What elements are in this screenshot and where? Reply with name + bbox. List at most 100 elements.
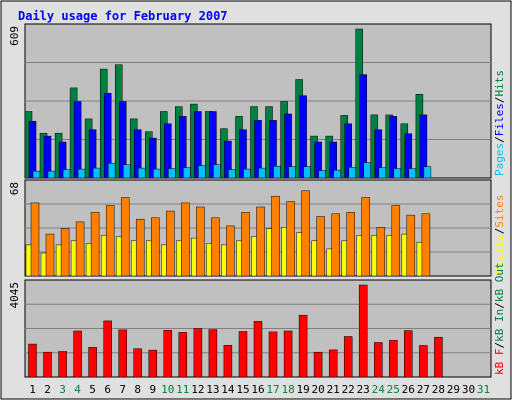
legend-entry: kB F (493, 349, 506, 376)
bar-kb-f (163, 330, 173, 378)
bar-files (133, 129, 142, 179)
bar-files (239, 129, 247, 179)
bar-files (419, 114, 428, 179)
bar-pages (183, 167, 191, 179)
bar-sites (75, 221, 85, 277)
bar-sites (105, 205, 115, 277)
x-tick-label: 16 (251, 383, 264, 396)
bar-kb-f (88, 347, 97, 378)
bar-sites (286, 201, 295, 277)
bar-kb-f (238, 331, 248, 378)
bar-pages (32, 170, 41, 179)
bar-sites (90, 212, 100, 277)
bar-pages (363, 162, 371, 179)
legend-entry: kB In (493, 309, 506, 342)
x-tick-label: 20 (311, 383, 324, 396)
bar-files (359, 74, 367, 179)
bar-sites (166, 210, 175, 277)
bar-kb-f (133, 348, 142, 378)
bar-sites (196, 206, 205, 277)
bar-kb-f (178, 332, 188, 378)
x-tick-label: 7 (119, 383, 126, 396)
bar-sites (211, 217, 220, 277)
legend-entry: / (493, 342, 506, 349)
bar-kb-f (419, 345, 428, 378)
bar-files (344, 123, 352, 179)
bar-sites (271, 195, 280, 277)
bar-files (58, 141, 67, 179)
x-tick-label: 19 (296, 383, 309, 396)
bar-kb-f (328, 349, 338, 378)
bar-sites (226, 225, 235, 277)
bar-pages (198, 165, 206, 179)
bar-pages (258, 167, 266, 179)
bar-pages (243, 168, 251, 179)
bar-kb-f (434, 336, 443, 378)
bar-files (43, 135, 52, 179)
bar-pages (333, 169, 341, 179)
bar-pages (62, 169, 71, 179)
bar-kb-f (118, 329, 127, 378)
x-tick-label: 12 (191, 383, 204, 396)
bar-kb-f (103, 320, 112, 378)
panel-legend: Visits/Sites (493, 195, 506, 275)
bar-pages (393, 168, 402, 179)
x-tick-label: 10 (161, 383, 174, 396)
legend-entry: kB Out (493, 262, 506, 302)
bar-pages (47, 170, 56, 179)
bar-files (404, 133, 413, 179)
legend-entry: / (493, 228, 506, 235)
bar-files (88, 129, 97, 179)
legend-entry: Visits (493, 234, 506, 274)
bar-pages (303, 166, 311, 179)
bar-files (28, 121, 37, 179)
y-max-label: 609 (8, 26, 21, 46)
bar-sites (421, 213, 431, 277)
x-tick-label: 17 (266, 383, 279, 396)
bar-kb-f (358, 284, 368, 378)
bar-pages (92, 167, 101, 179)
x-tick-label: 1 (29, 383, 36, 396)
bar-files (389, 116, 398, 179)
bar-pages (423, 166, 432, 179)
x-tick-label: 30 (462, 383, 475, 396)
panel-visits-sites: 68 Visits/Sites (8, 179, 506, 277)
bar-sites (60, 228, 70, 277)
legend-entry: Pages (493, 143, 506, 176)
legend-entry: / (493, 97, 506, 104)
bar-kb-f (253, 321, 263, 378)
panels-layer: 609Pages/Files/Hits68Visits/Sites4045kB … (8, 23, 506, 378)
bar-sites (316, 216, 325, 277)
x-axis-day-labels: 1 2 3 4 5 6 7 8 9 10 11 12 13 14 15 16 17 18 19 20 21 22 23 24 2… (29, 383, 490, 396)
bar-kb-f (73, 330, 82, 378)
legend-entry: Hits (493, 70, 506, 97)
x-tick-label: 31 (477, 383, 490, 396)
bar-sites (361, 197, 370, 277)
bar-pages (213, 164, 221, 179)
bar-pages (122, 164, 131, 179)
x-tick-label: 4 (74, 383, 81, 396)
bar-kb-f (223, 345, 233, 378)
bar-sites (301, 190, 310, 277)
bar-files (224, 140, 232, 179)
bar-pages (137, 167, 146, 179)
bar-kb-f (148, 349, 158, 378)
bar-files (269, 120, 277, 179)
x-tick-label: 2 (44, 383, 51, 396)
x-tick-label: 3 (59, 383, 66, 396)
bar-pages (168, 168, 176, 179)
x-tick-label: 29 (447, 383, 460, 396)
bar-kb-f (208, 329, 218, 378)
bar-files (164, 123, 172, 179)
bar-files (209, 111, 217, 179)
legend-entry: / (493, 136, 506, 143)
bar-kb-f (298, 314, 308, 378)
x-tick-label: 23 (357, 383, 370, 396)
bar-sites (120, 197, 130, 277)
x-tick-label: 14 (221, 383, 235, 396)
bar-files (103, 93, 112, 179)
x-tick-label: 8 (134, 383, 141, 396)
bar-sites (151, 217, 160, 277)
bar-sites (376, 227, 386, 277)
x-tick-label: 5 (89, 383, 96, 396)
